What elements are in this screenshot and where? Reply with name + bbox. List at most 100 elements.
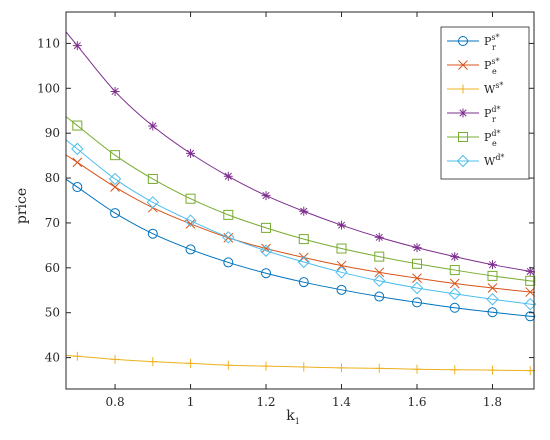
x-tick-label: 1.6: [407, 395, 426, 409]
series-3-point: [374, 363, 384, 373]
series-3-point: [261, 361, 271, 371]
series-6-point: [448, 287, 461, 301]
series-3-point: [110, 354, 120, 364]
legend-box: [440, 26, 530, 180]
y-axis-label: price: [14, 188, 30, 224]
x-tick-label: 1.2: [256, 395, 275, 409]
series-5-point: [185, 193, 196, 204]
series-5-point: [110, 150, 121, 161]
series-5-line: [65, 116, 535, 282]
series-1-point: [336, 284, 347, 295]
series-3-point: [337, 363, 347, 373]
series-1-point: [374, 291, 385, 302]
y-tick-label: 60: [45, 261, 60, 275]
series-6-point: [335, 266, 348, 279]
series-1-point: [298, 277, 309, 288]
y-tick-label: 90: [45, 126, 60, 140]
series-4-point: [412, 243, 422, 253]
legend-label: Pd* r: [484, 105, 501, 124]
series-3-point: [412, 364, 422, 374]
series-6-point: [373, 274, 386, 288]
series-1-point: [525, 311, 536, 322]
series-1-point: [223, 257, 234, 268]
series-2-point: [449, 278, 460, 289]
legend-entry: Pd* e: [447, 129, 501, 148]
series-4-point: [525, 266, 535, 276]
series-4-point: [374, 232, 384, 242]
series-5-point: [147, 173, 158, 184]
series-4-point: [148, 121, 158, 131]
series-2-point: [374, 267, 385, 278]
y-tick-label: 80: [45, 171, 60, 185]
series-3-point: [186, 358, 196, 368]
legend-marker: [456, 154, 470, 168]
series-3-point: [450, 365, 460, 375]
series-2-point: [298, 252, 309, 263]
series-4-point: [337, 220, 347, 230]
series-4: [65, 31, 535, 276]
series-5-point: [223, 209, 234, 220]
y-tick-label: 70: [45, 216, 60, 230]
series-1-point: [110, 208, 121, 219]
legend-label: Ps* e: [484, 57, 500, 76]
series-6-point: [410, 281, 424, 295]
series-4-point: [261, 191, 271, 201]
series-4-point: [72, 41, 82, 51]
series-5-point: [525, 275, 536, 286]
legend-entry: Ps* e: [447, 57, 500, 76]
series-2-point: [525, 287, 536, 297]
series-5-point: [261, 222, 272, 233]
series-3: [65, 351, 535, 376]
legend-entry: Ws*: [447, 81, 503, 96]
series-6-point: [486, 293, 499, 306]
series-3-point: [299, 362, 309, 372]
series-5: [65, 116, 536, 286]
x-tick-label: 1.4: [332, 395, 351, 409]
y-tick-label: 100: [37, 81, 60, 95]
series-2-point: [412, 273, 422, 283]
series-6-point: [184, 214, 197, 227]
series-4-point: [487, 260, 497, 270]
series-2: [65, 154, 536, 297]
axes-box: [65, 11, 535, 390]
x-axis-label: k1: [286, 408, 300, 426]
series-5-point: [72, 120, 83, 131]
series-1-point: [412, 297, 422, 308]
legend-marker: [458, 60, 468, 70]
series-1-point: [185, 244, 196, 255]
series-4-point: [450, 252, 460, 262]
x-tick-label: 1: [187, 395, 195, 409]
series-2-point: [185, 218, 196, 229]
series-6-point: [108, 172, 122, 186]
series-4-point: [110, 86, 120, 96]
x-tick-label: 1.8: [483, 395, 502, 409]
series-4-point: [186, 148, 196, 158]
legend-entry: Pd* r: [447, 105, 501, 124]
series-4-point: [299, 206, 309, 216]
series-6-point: [222, 231, 235, 244]
series-3-point: [223, 360, 233, 370]
legend-marker: [458, 36, 468, 46]
series-1-point: [261, 268, 272, 279]
series-2-point: [110, 182, 120, 192]
legend-marker: [458, 108, 468, 118]
series-5-point: [336, 243, 347, 254]
series-2-point: [72, 157, 83, 168]
y-tick-label: 50: [45, 306, 60, 320]
legend-entry: Wd*: [447, 153, 504, 168]
legend-label: Ps* r: [484, 33, 500, 52]
series-6-point: [259, 244, 273, 257]
legend: Ps* r Ps* e Ws* Pd* r Pd* e Wd*: [440, 26, 530, 180]
series-6: [65, 139, 537, 311]
series-5-point: [449, 265, 460, 276]
series-3-point: [148, 357, 158, 367]
series-5-point: [374, 251, 385, 262]
series-6-point: [71, 142, 84, 156]
series-1-point: [72, 182, 83, 193]
axes: 0.8 1 1.2 1.4 1.6 1.8 40 50 60 70 80 90 100 110: [37, 11, 535, 409]
series-6-point: [146, 196, 160, 209]
x-tick-label: 0.8: [106, 395, 125, 409]
series-1: [65, 178, 536, 322]
series-3-point: [487, 365, 497, 375]
